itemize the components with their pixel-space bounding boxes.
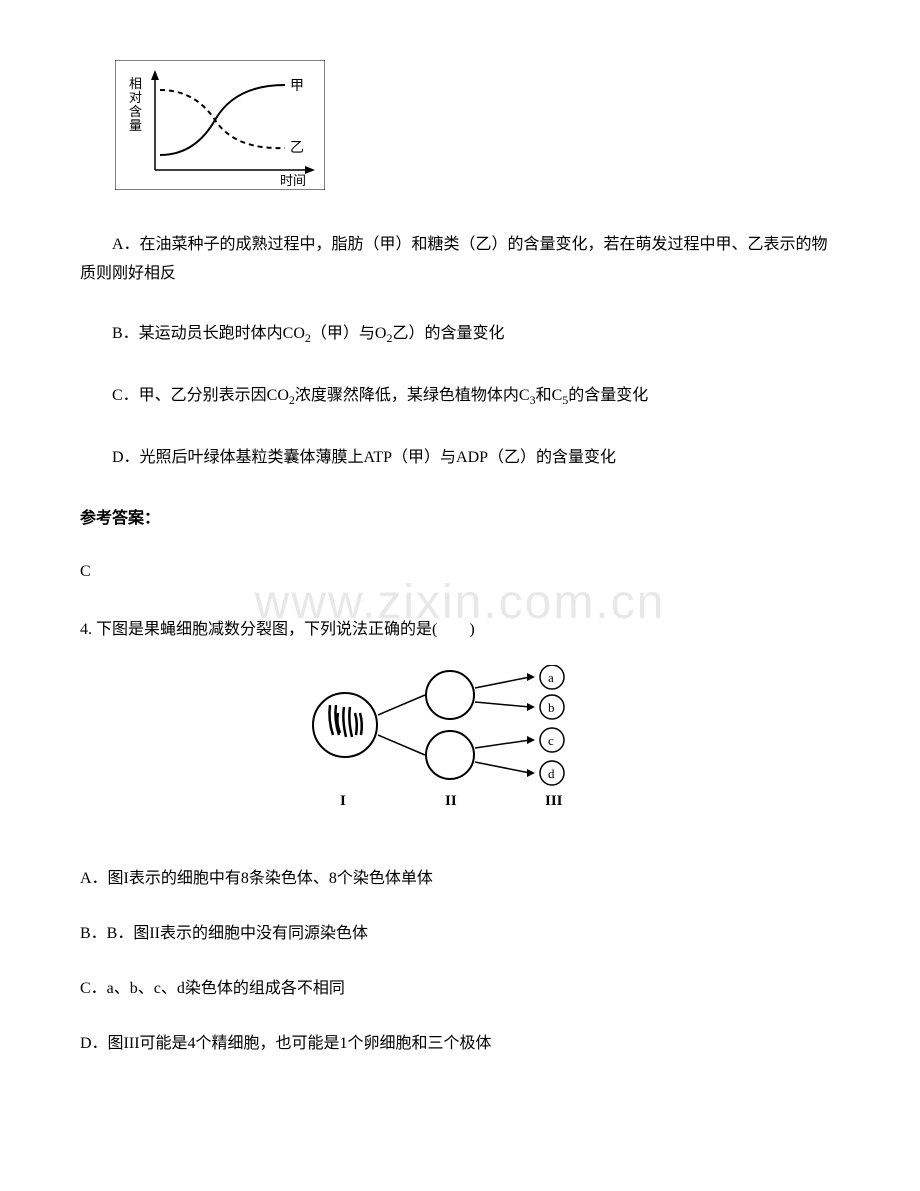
y-axis-char2: 对 [129,90,142,105]
svg-text:b: b [548,700,555,715]
svg-text:d: d [548,766,555,781]
page-content: 相 对 含 量 时间 甲 乙 A．在油菜种子的成熟过程中，脂肪（甲）和糖类（乙）… [80,60,840,1058]
y-axis-char4: 量 [129,118,142,133]
y-axis-char1: 相 [129,76,142,91]
q3-option-b: B．某运动员长跑时体内CO2（甲）与O2乙）的含量变化 [80,320,840,350]
q4-diagram: a b c d I II III [80,665,840,815]
q3c-text4: 的含量变化 [568,387,648,404]
answer-value: C [80,558,840,587]
q3-option-a: A．在油菜种子的成熟过程中，脂肪（甲）和糖类（乙）的含量变化，若在萌发过程中甲、… [80,231,840,289]
q3c-text3: 和C [536,387,563,404]
q3-option-d: D．光照后叶绿体基粒类囊体薄膜上ATP（甲）与ADP（乙）的含量变化 [80,444,840,473]
svg-text:III: III [545,793,563,809]
q4-option-b: B．B．图II表示的细胞中没有同源染色体 [80,920,840,949]
answer-label: 参考答案： [80,505,840,534]
svg-text:c: c [548,733,554,748]
curve-a-label: 甲 [290,79,304,94]
svg-text:II: II [445,793,457,809]
q3-option-c: C．甲、乙分别表示因CO2浓度骤然降低，某绿色植物体内C3和C5的含量变化 [80,382,840,412]
q3b-text2: （甲）与O [311,325,387,342]
curve-b-label: 乙 [290,140,304,156]
svg-text:I: I [340,793,346,809]
q4-option-d: D．图III可能是4个精细胞，也可能是1个卵细胞和三个极体 [80,1030,840,1059]
q3c-text1: C．甲、乙分别表示因CO [112,387,289,404]
q4-option-a: A．图I表示的细胞中有8条染色体、8个染色体单体 [80,865,840,894]
q3c-text2: 浓度骤然降低，某绿色植物体内C [295,387,530,404]
q3b-text1: B．某运动员长跑时体内CO [112,325,305,342]
q4-option-c: C．a、b、c、d染色体的组成各不相同 [80,975,840,1004]
y-axis-char3: 含 [129,104,142,119]
q4-stem: 4. 下图是果蝇细胞减数分裂图，下列说法正确的是( ) [80,616,840,645]
q3b-text3: 乙）的含量变化 [392,325,504,342]
chart-1: 相 对 含 量 时间 甲 乙 [115,60,840,201]
svg-text:a: a [548,670,554,685]
x-axis-label: 时间 [280,173,306,188]
